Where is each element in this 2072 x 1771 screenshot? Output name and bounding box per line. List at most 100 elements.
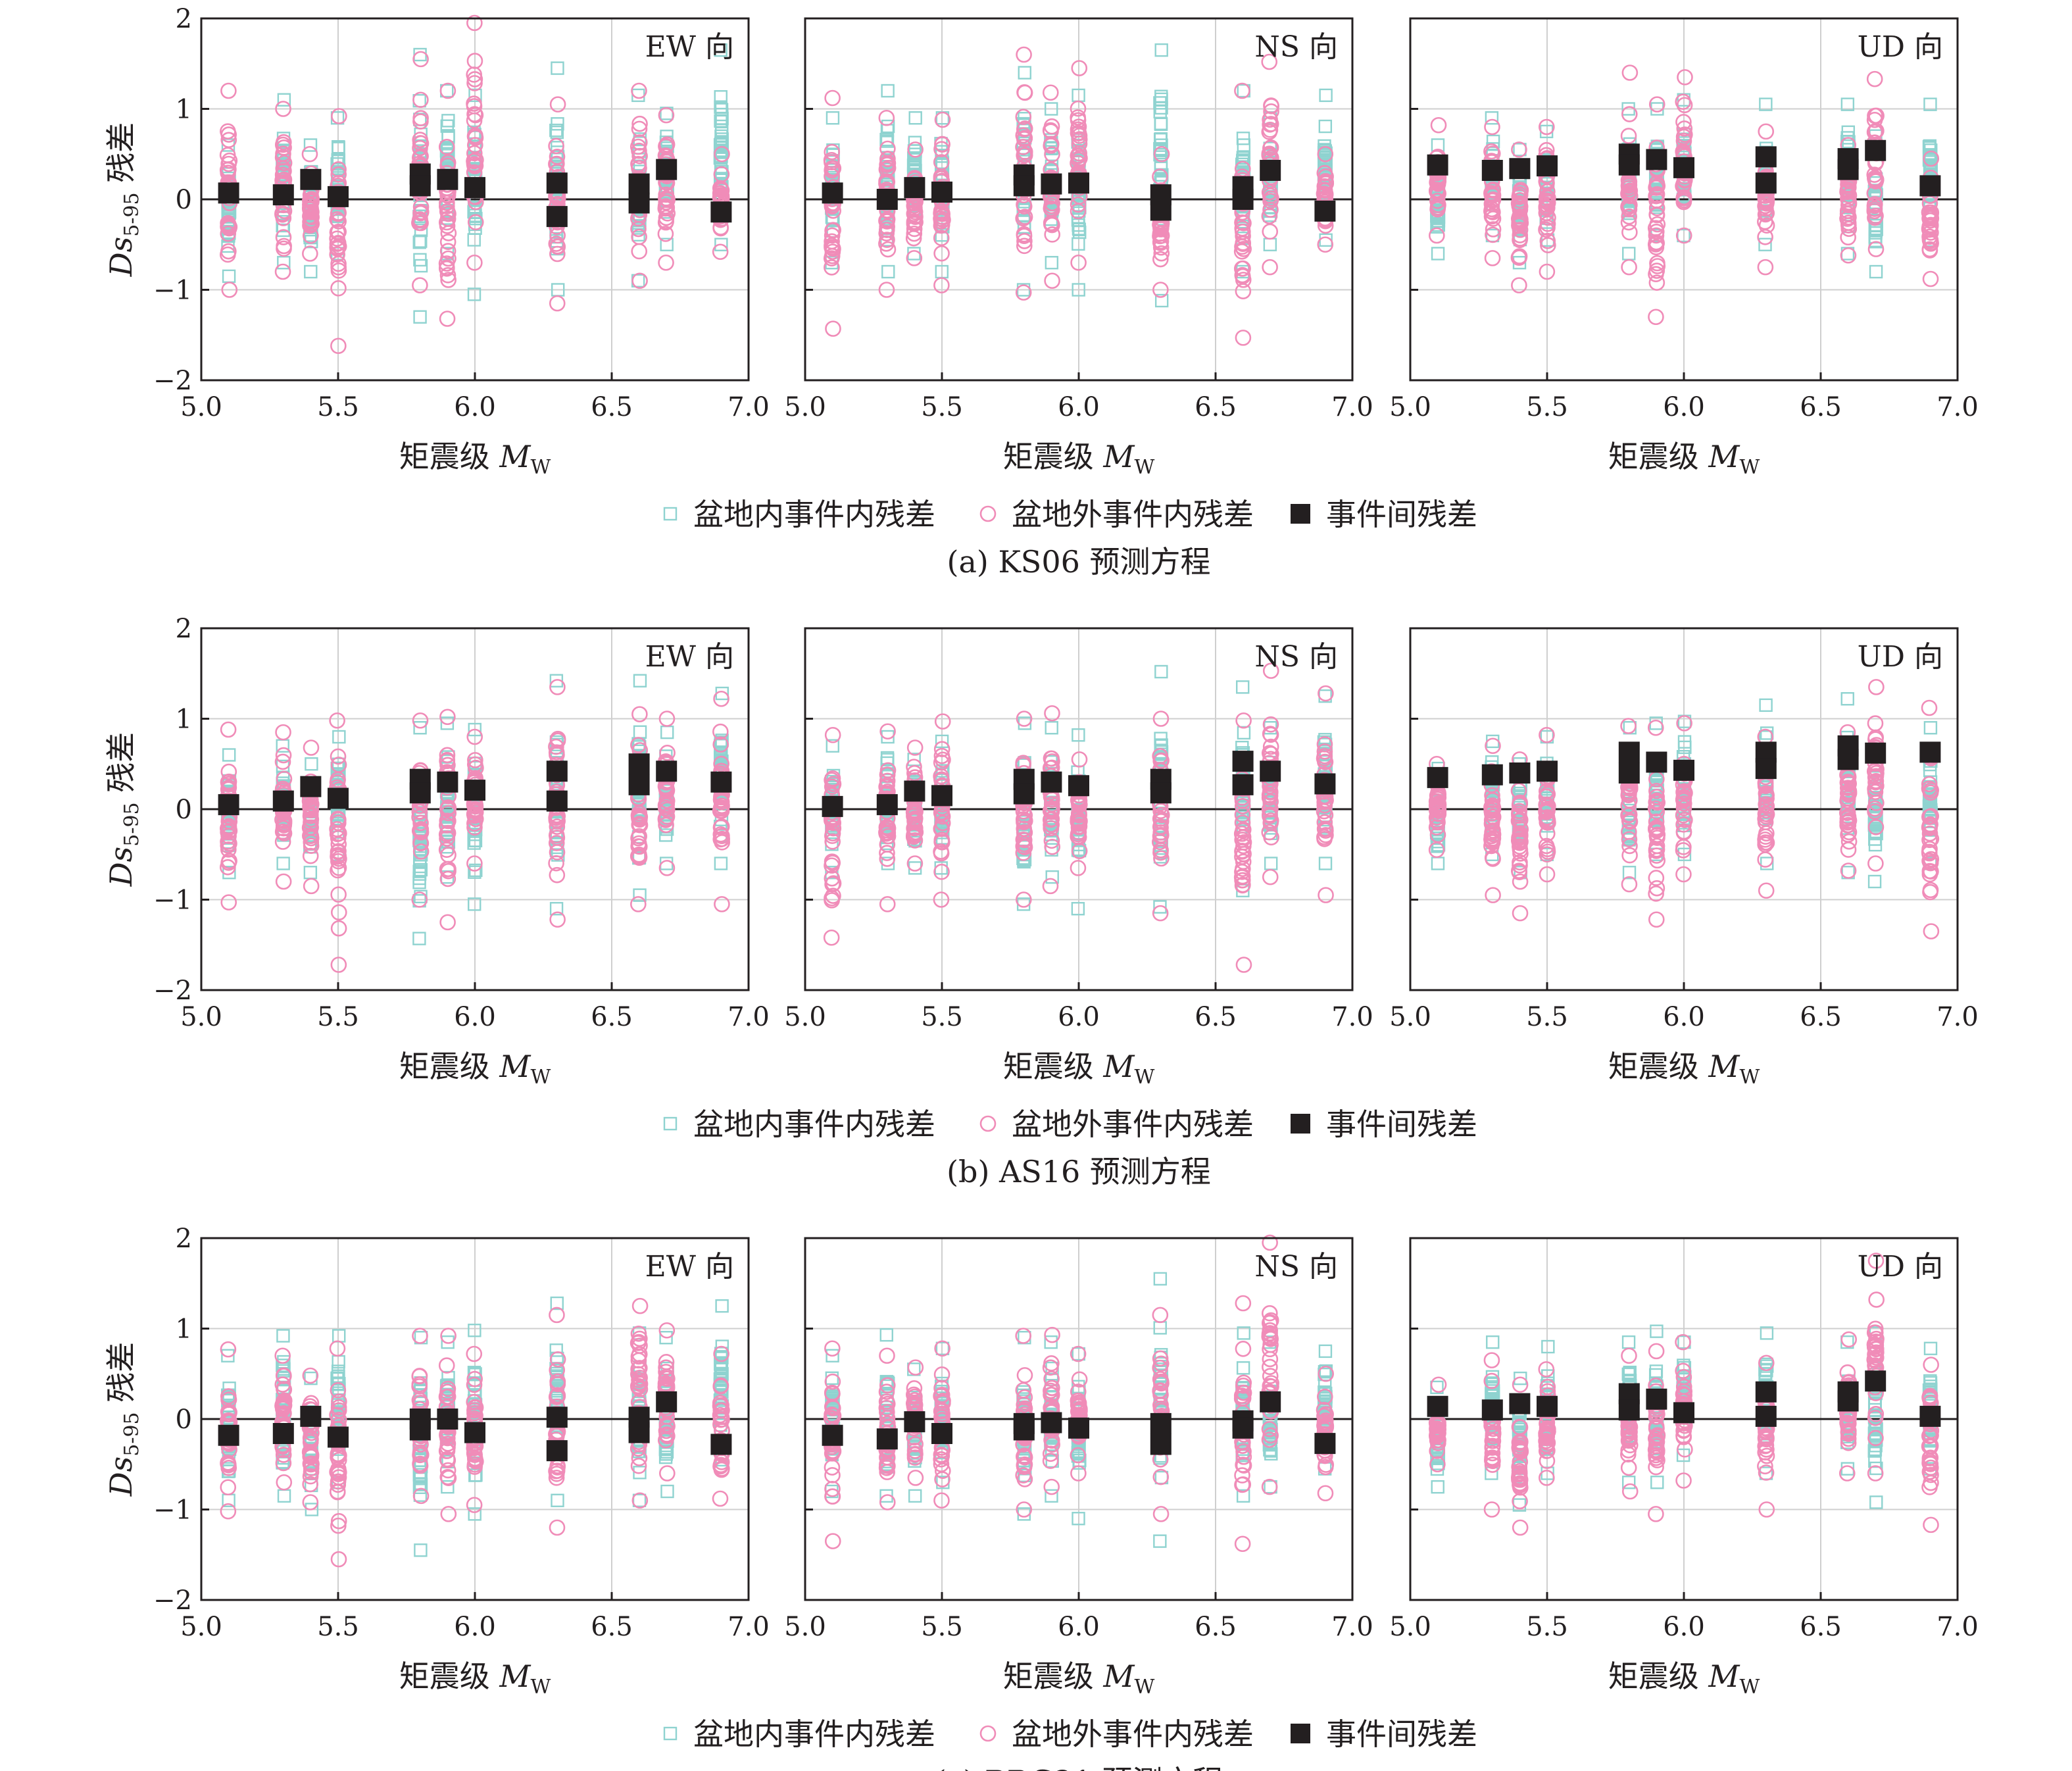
- out-basin-marker: [1262, 140, 1279, 157]
- out-basin-marker: [1921, 699, 1938, 716]
- component-label: UD 向: [1858, 30, 1943, 64]
- out-basin-marker: [1429, 193, 1446, 209]
- out-basin-marker: [1235, 241, 1252, 257]
- out-basin-marker: [878, 173, 895, 189]
- out-basin-marker: [220, 776, 237, 793]
- x-tick-label: 7.0: [1936, 392, 1979, 422]
- between-event-marker: [1150, 782, 1172, 804]
- in-basin-marker: [1236, 155, 1250, 169]
- between-event-marker: [546, 206, 568, 228]
- in-basin-marker: [1758, 237, 1772, 251]
- in-basin-marker: [714, 857, 728, 870]
- out-basin-marker: [1261, 824, 1278, 841]
- out-basin-marker: [1485, 226, 1501, 243]
- out-basin-marker: [631, 706, 648, 722]
- out-basin-marker: [1235, 712, 1252, 729]
- out-basin-marker: [824, 259, 840, 276]
- out-basin-marker: [1262, 738, 1279, 755]
- out-basin-marker: [1070, 112, 1087, 129]
- out-basin-marker: [1016, 237, 1033, 255]
- x-tick-label: 5.0: [180, 1002, 222, 1032]
- x-axis-title-sub: W: [1134, 456, 1154, 479]
- out-basin-marker: [1648, 186, 1665, 203]
- in-basin-marker: [714, 90, 728, 104]
- x-tick-label: 6.0: [1058, 392, 1100, 422]
- out-basin-marker: [1317, 145, 1334, 162]
- out-basin-marker: [439, 234, 456, 251]
- out-basin-marker: [412, 91, 429, 109]
- between-event-marker: [546, 761, 568, 782]
- x-tick-label: 5.5: [317, 1002, 359, 1032]
- out-basin-marker: [1675, 227, 1692, 244]
- between-event-marker: [1618, 741, 1640, 763]
- out-basin-marker: [549, 227, 566, 244]
- in-basin-marker: [1072, 283, 1085, 297]
- out-basin-marker: [439, 198, 455, 214]
- in-basin-marker: [1318, 857, 1333, 870]
- out-basin-marker: [329, 211, 346, 228]
- out-basin-marker: [1485, 191, 1502, 208]
- out-basin-marker: [879, 151, 896, 167]
- out-basin-marker: [1511, 277, 1527, 293]
- out-basin-marker: [275, 229, 292, 245]
- out-basin-marker: [1235, 957, 1252, 973]
- in-basin-marker: [908, 151, 922, 165]
- out-basin-marker: [1316, 797, 1333, 814]
- in-basin-marker: [1486, 734, 1500, 749]
- out-basin-marker: [1261, 124, 1278, 140]
- legend-between-label: 事件间残差: [1326, 497, 1477, 532]
- out-basin-marker: [221, 822, 238, 839]
- out-basin-marker: [549, 96, 566, 112]
- in-basin-marker: [467, 233, 481, 247]
- in-basin-marker: [1318, 139, 1331, 153]
- between-event-marker: [1837, 749, 1859, 770]
- x-tick-label: 6.0: [454, 392, 496, 422]
- out-basin-marker: [1649, 216, 1666, 233]
- out-basin-marker: [1044, 272, 1060, 289]
- out-basin-marker: [1042, 84, 1059, 101]
- between-event-marker: [437, 168, 458, 190]
- out-basin-marker: [549, 245, 566, 262]
- out-basin-marker: [1016, 147, 1032, 164]
- between-event-marker: [1041, 173, 1062, 195]
- between-event-marker: [1481, 160, 1503, 181]
- out-basin-marker: [1510, 195, 1527, 212]
- in-basin-marker: [1045, 102, 1058, 116]
- out-basin-marker: [219, 147, 236, 164]
- between-event-marker: [1232, 751, 1254, 772]
- out-basin-marker: [466, 95, 482, 112]
- out-basin-marker: [879, 820, 897, 837]
- out-basin-marker: [1015, 139, 1031, 155]
- y-tick-label: −1: [153, 276, 192, 306]
- out-basin-marker: [1016, 46, 1032, 63]
- out-basin-marker: [1262, 662, 1279, 679]
- out-basin-marker: [549, 679, 566, 695]
- between-event-marker: [218, 182, 239, 204]
- between-event-marker: [409, 782, 431, 804]
- in-basin-marker: [1045, 256, 1059, 270]
- in-basin-marker: [441, 130, 455, 144]
- out-basin-marker: [1621, 64, 1639, 81]
- out-basin-marker: [548, 835, 565, 851]
- in-basin-marker: [332, 153, 346, 167]
- out-basin-marker: [933, 741, 950, 758]
- out-basin-marker: [658, 254, 674, 271]
- out-basin-marker: [657, 226, 674, 242]
- out-basin-marker: [878, 282, 895, 298]
- out-basin-marker: [330, 213, 347, 230]
- out-basin-marker: [1016, 233, 1033, 249]
- out-basin-marker: [275, 101, 291, 117]
- out-basin-marker: [1152, 234, 1169, 251]
- out-basin-marker: [1317, 753, 1334, 770]
- in-basin-marker: [551, 61, 564, 75]
- out-basin-marker: [824, 222, 841, 239]
- out-basin-marker: [1758, 217, 1775, 234]
- out-basin-marker: [629, 138, 647, 155]
- out-basin-marker: [1867, 855, 1884, 872]
- out-basin-marker: [1262, 223, 1279, 240]
- out-basin-marker: [220, 225, 236, 242]
- y-tick-label: 2: [176, 4, 192, 34]
- out-basin-marker: [1043, 200, 1060, 216]
- out-basin-marker: [878, 236, 895, 252]
